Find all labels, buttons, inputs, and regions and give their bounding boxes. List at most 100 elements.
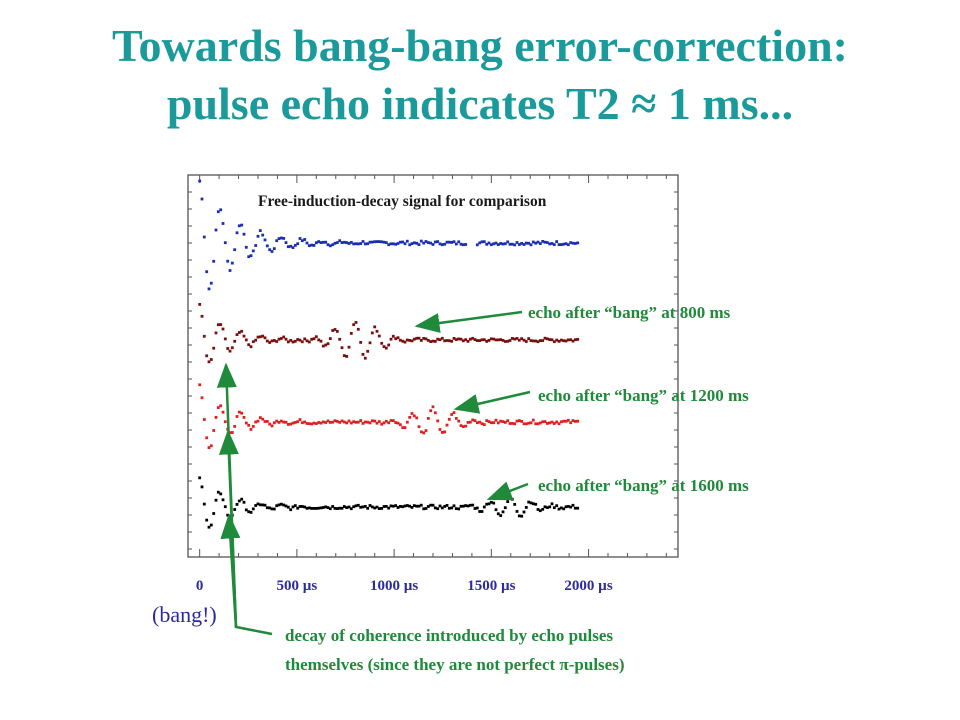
- data-point-fid: [216, 210, 220, 214]
- data-point-echo_1200: [506, 419, 510, 423]
- data-point-echo_1200: [576, 419, 580, 423]
- data-point-fid: [401, 240, 405, 244]
- data-point-echo_800: [445, 339, 449, 342]
- data-point-echo_800: [501, 339, 505, 342]
- data-point-fid: [433, 240, 437, 244]
- data-point-echo_1200: [310, 422, 314, 426]
- data-point-echo_1600: [485, 502, 489, 506]
- data-point-echo_1600: [564, 505, 568, 509]
- data-point-fid: [452, 240, 456, 244]
- data-point-echo_800: [417, 336, 421, 340]
- data-point-echo_1200: [265, 420, 269, 423]
- data-point-echo_1200: [286, 423, 290, 426]
- data-point-echo_1200: [457, 419, 461, 423]
- data-point-fid: [377, 240, 381, 243]
- data-point-echo_1200: [489, 421, 493, 425]
- data-point-echo_800: [398, 338, 402, 342]
- x-tick-label: 500 µs: [276, 578, 318, 594]
- data-point-echo_1200: [333, 419, 337, 423]
- data-point-echo_1600: [492, 501, 496, 505]
- data-point-echo_1200: [389, 419, 393, 422]
- data-point-echo_1200: [510, 422, 514, 425]
- data-point-echo_1600: [480, 510, 484, 513]
- data-point-fid: [352, 242, 356, 246]
- data-point-fid: [326, 243, 330, 247]
- data-point-echo_800: [564, 339, 568, 343]
- data-point-echo_1600: [244, 508, 248, 512]
- data-point-fid: [198, 179, 202, 183]
- data-point-echo_1600: [438, 504, 442, 508]
- data-point-echo_800: [403, 340, 407, 344]
- data-point-echo_1600: [219, 492, 223, 496]
- data-point-echo_1200: [564, 419, 568, 423]
- data-point-echo_1600: [307, 506, 311, 510]
- data-point-echo_1600: [429, 503, 433, 507]
- data-point-echo_800: [489, 337, 493, 341]
- data-point-fid: [559, 243, 563, 246]
- data-point-echo_1200: [251, 425, 255, 428]
- data-point-echo_1200: [335, 420, 339, 423]
- data-point-echo_800: [240, 329, 244, 333]
- data-point-echo_800: [270, 339, 274, 343]
- data-point-echo_1200: [475, 421, 479, 425]
- data-point-echo_800: [527, 337, 531, 340]
- data-point-fid: [242, 232, 246, 236]
- data-point-echo_800: [562, 339, 566, 343]
- data-point-echo_1600: [450, 506, 454, 510]
- data-point-fid: [562, 242, 566, 246]
- data-point-echo_1200: [459, 424, 463, 427]
- data-point-fid: [356, 242, 360, 246]
- data-point-echo_1200: [230, 431, 234, 434]
- data-point-echo_1600: [396, 506, 400, 509]
- data-point-echo_1200: [391, 419, 395, 422]
- data-point-echo_800: [244, 338, 248, 342]
- data-point-echo_1200: [571, 419, 575, 422]
- data-point-echo_800: [261, 334, 265, 338]
- data-point-echo_1200: [198, 383, 202, 387]
- data-point-fid: [543, 240, 547, 244]
- data-point-echo_1600: [279, 502, 283, 506]
- data-point-echo_800: [419, 339, 423, 342]
- data-point-echo_1600: [296, 506, 300, 510]
- data-point-echo_1200: [541, 420, 545, 424]
- data-point-echo_1200: [307, 422, 311, 426]
- data-point-echo_1200: [216, 406, 220, 409]
- data-point-fid: [531, 240, 535, 244]
- data-point-echo_1600: [340, 506, 344, 510]
- data-point-echo_800: [394, 337, 398, 341]
- data-point-echo_800: [438, 338, 442, 342]
- data-point-echo_1200: [219, 404, 223, 408]
- x-tick-label: 2000 µs: [564, 578, 613, 594]
- data-point-echo_800: [576, 338, 580, 341]
- data-point-fid: [207, 287, 211, 291]
- data-point-echo_800: [366, 349, 370, 353]
- data-point-echo_1200: [482, 423, 486, 426]
- data-point-fid: [445, 240, 449, 244]
- data-point-echo_1200: [352, 420, 356, 424]
- data-point-echo_800: [230, 346, 234, 350]
- data-point-echo_1200: [569, 421, 573, 425]
- x-tick-label: 1000 µs: [369, 578, 419, 594]
- data-point-echo_1200: [209, 444, 213, 448]
- data-point-echo_800: [573, 338, 577, 342]
- data-point-echo_800: [205, 354, 209, 358]
- data-point-echo_800: [543, 336, 547, 340]
- data-point-echo_800: [387, 343, 391, 347]
- data-point-fid: [513, 243, 517, 247]
- data-point-fid: [527, 241, 531, 245]
- data-point-echo_1600: [403, 504, 407, 508]
- data-point-echo_1200: [293, 421, 297, 424]
- data-point-echo_1600: [457, 507, 461, 511]
- data-point-fid: [522, 243, 526, 246]
- data-point-echo_800: [333, 328, 337, 331]
- data-point-echo_1200: [366, 420, 370, 424]
- axis-ticks: [188, 175, 678, 557]
- data-point-echo_800: [233, 339, 237, 343]
- data-point-echo_1600: [545, 506, 549, 509]
- data-point-fid: [277, 237, 281, 240]
- data-point-echo_800: [347, 345, 351, 349]
- arrow-echo-1600: [486, 481, 529, 501]
- data-point-fid: [489, 243, 493, 247]
- data-point-echo_1600: [356, 503, 360, 507]
- data-point-echo_1600: [270, 507, 274, 511]
